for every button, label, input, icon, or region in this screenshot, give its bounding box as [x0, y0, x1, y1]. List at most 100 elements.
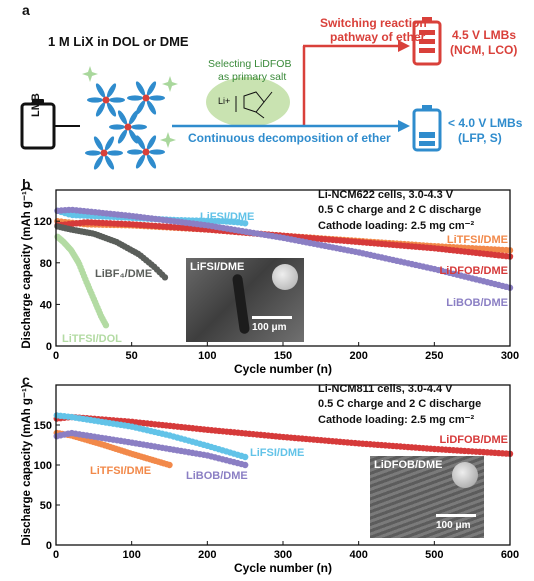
panel-a-diagram [20, 17, 442, 170]
chart-b-sem-inset: LiFSI/DME 100 μm [186, 258, 304, 342]
switch-arrow [302, 40, 410, 126]
chart-b-info-2: 0.5 C charge and 2 C discharge [318, 204, 482, 216]
chart-c-sem-photo-icon [452, 462, 478, 488]
lmb-battery-icon [20, 99, 80, 150]
series-point-3 [241, 461, 249, 469]
y-tick-label: 0 [46, 540, 52, 552]
sparkle-icon [82, 66, 98, 82]
x-tick-label: 150 [274, 350, 292, 362]
panel-a-label: a [22, 2, 30, 18]
solvent-molecule [117, 110, 128, 125]
chart-c: 0 100 200 300 400 500 600 0 50 100 150 Cycle number… [21, 384, 519, 575]
series-label-3: LiBOB/DME [186, 470, 248, 482]
solvent-molecule [87, 97, 103, 103]
y-tick-label: 150 [34, 420, 52, 432]
solvent-molecule [128, 129, 139, 144]
solvent-molecule [127, 95, 143, 101]
solvent-molecule [117, 129, 128, 144]
switch-line2: pathway of ether [330, 30, 426, 44]
solvent-molecule [149, 149, 165, 155]
series-point-0 [241, 220, 249, 227]
solvent-molecule [146, 154, 157, 169]
chart-c-info-3: Cathode loading: 2.5 mg cm⁻² [318, 414, 475, 426]
chart-c-sem-label: LiDFOB/DME [374, 459, 443, 471]
chart-b-info-3: Cathode loading: 2.5 mg cm⁻² [318, 220, 475, 232]
li-ion-dot [124, 123, 132, 131]
series-label-1: LiTFSI/DME [447, 234, 508, 246]
y-axis-label: Discharge capacity (mAh g⁻¹) [21, 384, 33, 546]
select-line1: Selecting LiDFOB [208, 58, 292, 70]
chart-b: 0 50 100 150 200 250 300 0 40 80 120 Cycle number (… [21, 187, 519, 376]
series-label-0: LiDFOB/DME [440, 434, 508, 446]
chart-c-info-2: 0.5 C charge and 2 C discharge [318, 398, 482, 410]
low-v-line1: < 4.0 V LMBs [448, 116, 523, 130]
solvent-molecule [127, 149, 143, 155]
series-label-3: LiBOB/DME [446, 297, 508, 309]
y-tick-label: 0 [46, 341, 52, 353]
solvent-molecule [135, 100, 146, 115]
solvent-molecule [106, 102, 117, 117]
x-tick-label: 0 [53, 350, 59, 362]
solvent-molecule [104, 155, 115, 170]
series-point-1 [241, 453, 249, 461]
chart-c-info-1: Li-NCM811 cells, 3.0-4.4 V [318, 383, 453, 395]
x-axis-label: Cycle number (n) [234, 362, 332, 376]
series-label-0: LiFSI/DME [200, 211, 254, 223]
li-ion-dot [142, 94, 150, 102]
chart-c-scale-bar [436, 514, 476, 517]
chart-c-sem-inset: LiDFOB/DME 100 μm [370, 456, 484, 538]
y-tick-label: 50 [40, 500, 52, 512]
solvent-molecule [85, 150, 101, 156]
series-point-4 [161, 274, 169, 281]
y-tick-label: 40 [40, 299, 52, 311]
molecule-cluster [82, 66, 178, 170]
li-ion-dot [142, 148, 150, 156]
series-label-1: LiFSI/DME [250, 447, 304, 459]
x-tick-label: 400 [349, 549, 367, 561]
x-tick-label: 100 [198, 350, 216, 362]
x-tick-label: 200 [349, 350, 367, 362]
x-tick-label: 500 [425, 549, 443, 561]
solvent-molecule [93, 136, 104, 151]
y-tick-label: 100 [34, 460, 52, 472]
solvent-molecule [149, 95, 165, 101]
series-label-2: LiDFOB/DME [440, 265, 508, 277]
high-v-line2: (NCM, LCO) [450, 43, 518, 57]
li-ion-dot [100, 149, 108, 157]
continuous-arrow [172, 120, 410, 132]
panel-b-label: b [22, 176, 31, 192]
x-tick-label: 200 [198, 549, 216, 561]
x-tick-label: 50 [126, 350, 138, 362]
solvent-molecule [109, 124, 125, 130]
continuous-text: Continuous decomposition of ether [188, 131, 391, 145]
chart-b-sem-label: LiFSI/DME [190, 261, 245, 273]
chart-b-scale-bar [252, 316, 292, 319]
solvent-molecule [106, 83, 117, 98]
solvent-molecule [135, 81, 146, 96]
lmb-label-text [31, 118, 51, 142]
solvent-molecule [146, 100, 157, 115]
solvent-molecule [107, 150, 123, 156]
chart-b-sem-crack [231, 273, 251, 335]
series-label-5: LiTFSI/DOL [62, 333, 122, 345]
x-tick-label: 250 [425, 350, 443, 362]
x-tick-label: 100 [122, 549, 140, 561]
solvent-molecule [146, 135, 157, 150]
solvent-molecule [93, 155, 104, 170]
solvent-molecule [146, 81, 157, 96]
chart-b-sem-photo-icon [272, 264, 298, 290]
x-tick-label: 0 [53, 549, 59, 561]
solvent-molecule [104, 136, 115, 151]
solvent-molecule [128, 110, 139, 125]
solvent-molecule [95, 83, 106, 98]
y-axis-label: Discharge capacity (mAh g⁻¹) [21, 187, 33, 349]
y-tick-label: 120 [34, 216, 52, 228]
switch-line1: Switching reaction [320, 16, 427, 30]
x-tick-label: 300 [501, 350, 519, 362]
series-point-2 [166, 461, 173, 469]
solution-text: 1 M LiX in DOL or DME [48, 34, 189, 49]
blue-battery-icon [412, 105, 442, 152]
sparkle-icon [160, 132, 176, 148]
series-label-4: LiBF₄/DME [95, 268, 152, 280]
x-axis-label: Cycle number (n) [234, 561, 332, 575]
